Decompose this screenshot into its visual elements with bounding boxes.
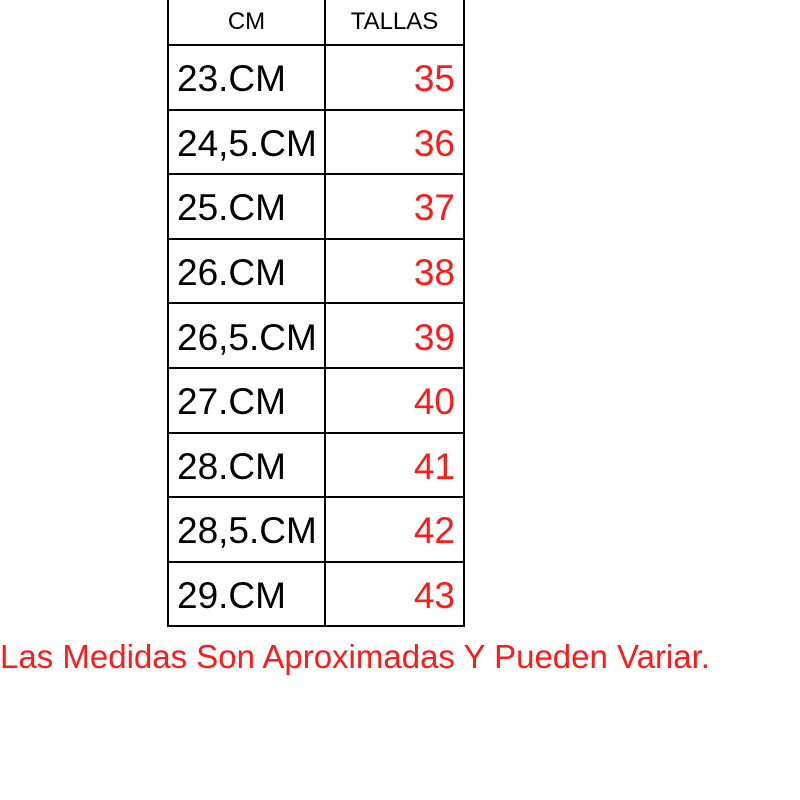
cm-cell: 27.CM [169,368,326,432]
cm-cell: 28,5.CM [169,498,326,561]
cm-cell: 25.CM [169,175,326,238]
cm-cell: 28.CM [169,433,326,497]
table-row: 26.CM 38 [167,239,465,305]
talla-cell: 37 [413,187,455,229]
table-row: 28.CM 41 [167,433,465,499]
cm-cell: 26.CM [169,239,326,303]
table-header-row: CM TALLAS [167,0,465,46]
talla-cell: 38 [413,252,455,294]
table-row: 26,5.CM 39 [167,304,465,369]
talla-cell: 39 [413,316,455,358]
talla-cell: 36 [413,122,455,164]
talla-cell: 40 [413,381,455,423]
disclaimer-note: Las Medidas Son Aproximadas Y Pueden Var… [0,638,710,675]
talla-cell: 42 [413,510,455,552]
header-cm: CM [169,0,326,44]
table-row: 29.CM 43 [167,562,465,628]
cm-cell: 24,5.CM [169,110,326,174]
header-tallas: TALLAS [350,8,439,35]
table-row: 25.CM 37 [167,175,465,240]
talla-cell: 43 [413,575,455,617]
table-row: 27.CM 40 [167,368,465,434]
talla-cell: 35 [413,58,455,100]
cm-cell: 23.CM [169,46,326,109]
table-row: 23.CM 35 [167,46,465,111]
cm-cell: 26,5.CM [169,304,326,367]
table-row: 24,5.CM 36 [167,110,465,176]
size-chart-table: CM TALLAS 23.CM 35 24,5.CM 36 25.CM 37 26.CM 38… [167,0,465,628]
talla-cell: 41 [413,445,455,487]
cm-cell: 29.CM [169,562,326,626]
table-row: 28,5.CM 42 [167,498,465,563]
